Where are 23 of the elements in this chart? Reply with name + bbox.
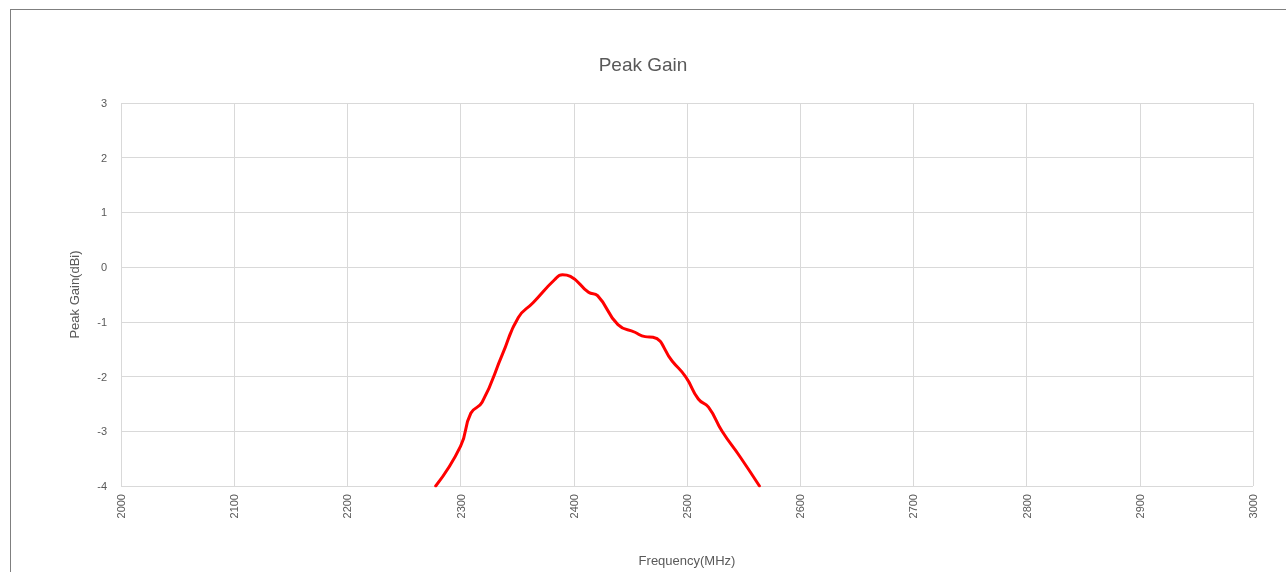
x-tick-label: 2200: [341, 494, 354, 519]
x-tick-label: 2600: [794, 494, 807, 519]
x-axis-title: Frequency(MHz): [638, 553, 736, 568]
x-tick-label: 2900: [1133, 494, 1146, 519]
y-tick-label: 1: [100, 206, 107, 219]
x-tick-label: 2800: [1020, 494, 1033, 519]
chart-title: Peak Gain: [598, 54, 688, 75]
y-axis-title: Peak Gain(dBi): [67, 250, 82, 339]
y-tick-label: 3: [100, 97, 107, 109]
y-tick-label: -2: [97, 370, 107, 383]
y-tick-label: -1: [97, 315, 107, 328]
y-tick-label: -3: [97, 425, 107, 438]
x-tick-label: 2000: [115, 494, 127, 519]
line-series: [434, 273, 761, 488]
y-tick-label: -4: [97, 480, 107, 492]
x-tick-label: 2700: [907, 494, 920, 519]
y-tick-label: 0: [100, 261, 107, 274]
x-tick-label: 2400: [567, 494, 580, 519]
x-tick-label: 2300: [454, 494, 467, 519]
x-tick-label: 2100: [228, 494, 241, 519]
x-tick-label: 2500: [681, 494, 693, 519]
x-tick-label: 3000: [1247, 494, 1259, 519]
y-tick-label: 2: [100, 151, 107, 164]
